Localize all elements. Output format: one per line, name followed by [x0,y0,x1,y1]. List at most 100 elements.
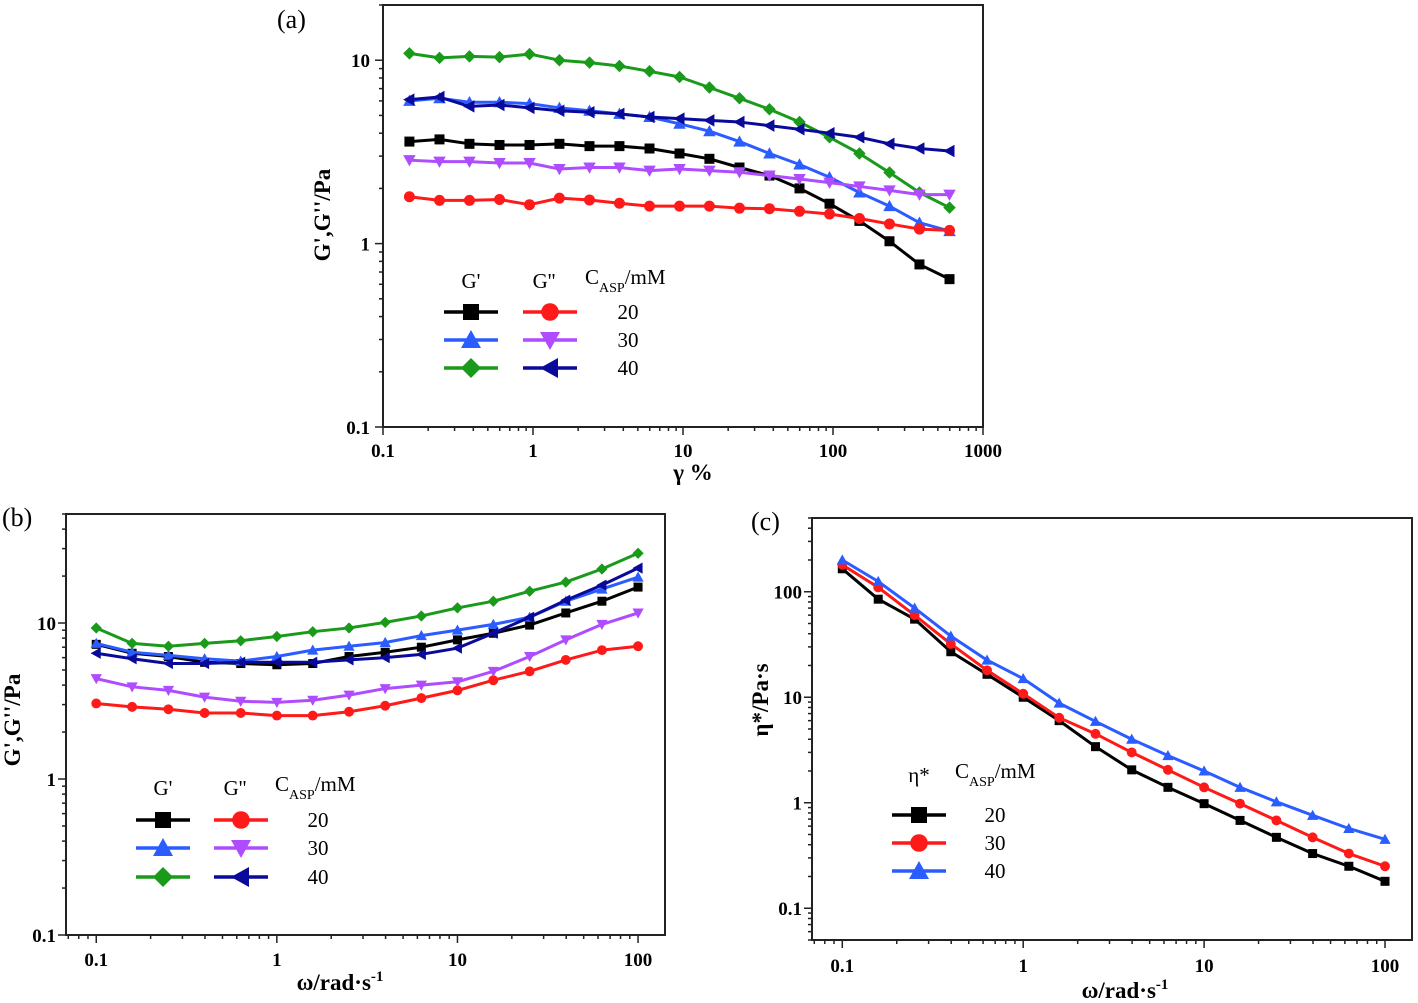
data-point [1307,832,1318,843]
data-point [307,644,319,655]
data-point [853,213,865,225]
data-point [1018,688,1029,699]
data-point [583,56,596,69]
x-tick-label: 0.1 [830,956,854,977]
data-point [463,194,475,206]
data-point [733,92,746,105]
data-point [1017,673,1029,684]
data-point [162,649,175,660]
legend-header: G' [462,269,481,293]
data-point [1379,833,1391,844]
data-point [553,104,565,118]
legend-marker [541,303,559,321]
data-point [553,192,565,204]
legend-marker [231,840,251,858]
data-point [913,142,925,155]
x-tick-label: 10 [448,950,467,971]
series-triangle-up-40 [836,554,1391,844]
data-point [162,657,173,670]
data-point [596,563,608,575]
data-point [343,640,355,651]
data-point [613,197,625,209]
data-point [1234,781,1246,792]
legend-header: G'' [224,776,247,800]
data-point [524,585,536,597]
data-point [1163,782,1173,792]
x-tick-label: 100 [1371,956,1400,977]
data-point [199,708,210,718]
y-axis-label: G',G''/Pa [0,673,25,766]
data-point [235,708,246,718]
data-point [271,697,283,708]
series-diamond-40 [403,47,956,214]
data-point [644,200,656,212]
series-line [841,567,1386,883]
series-triangle-left-40 [403,90,955,158]
legend-marker [909,861,929,879]
legend-marker [911,807,927,823]
data-point [982,665,992,676]
data-point [1199,782,1210,793]
legend-conc-main: C [585,265,599,289]
data-point [673,70,686,84]
x-tick-label: 10 [1195,956,1214,977]
data-point [1343,848,1354,859]
legend-value: 40 [308,865,329,889]
data-point [90,674,102,685]
data-point [415,630,427,641]
data-point [763,119,775,132]
data-point [487,618,499,629]
data-point [584,141,595,152]
data-point [946,647,956,657]
data-point [344,706,354,717]
legend-marker [461,330,481,348]
data-point [379,636,391,648]
data-point [703,114,715,127]
legend-value: 20 [618,300,639,324]
legend-marker [153,838,173,856]
data-point [560,594,571,606]
legend-conc-unit: /mM [315,772,356,796]
x-axis-label-text: γ % [672,460,713,485]
data-point [198,692,211,703]
x-tick-label: 0.1 [84,950,108,971]
series-line [95,575,639,663]
data-point [126,682,138,693]
x-tick-label: 1 [272,950,282,971]
legend-conc-main: C [275,772,289,796]
legend-marker [232,811,250,829]
data-point [433,51,446,65]
data-point [945,630,957,641]
data-point [553,53,566,67]
y-tick-label: 10 [37,614,56,635]
data-point [90,647,101,659]
data-point [632,571,644,582]
legend-marker [155,812,171,828]
legend-conc-unit: /mM [995,759,1036,783]
data-point [596,579,607,591]
x-tick-label: 100 [624,950,653,971]
data-point [1235,815,1245,825]
data-point [415,680,427,691]
data-point [943,189,956,201]
data-point [613,162,626,174]
data-point [380,647,390,657]
series-line [96,644,639,718]
series-line [841,563,1386,868]
data-point [415,610,427,622]
data-point [1306,809,1319,820]
data-point [416,693,427,704]
data-point [883,185,896,197]
data-point [90,637,102,648]
data-point [673,164,686,176]
data-point [271,710,282,721]
data-point [883,218,895,230]
data-point [633,582,643,592]
data-point [945,638,956,649]
data-point [403,155,416,167]
series-triangle-up-30 [90,571,644,666]
data-point [763,203,775,215]
data-point [673,112,685,125]
data-point [793,158,806,170]
